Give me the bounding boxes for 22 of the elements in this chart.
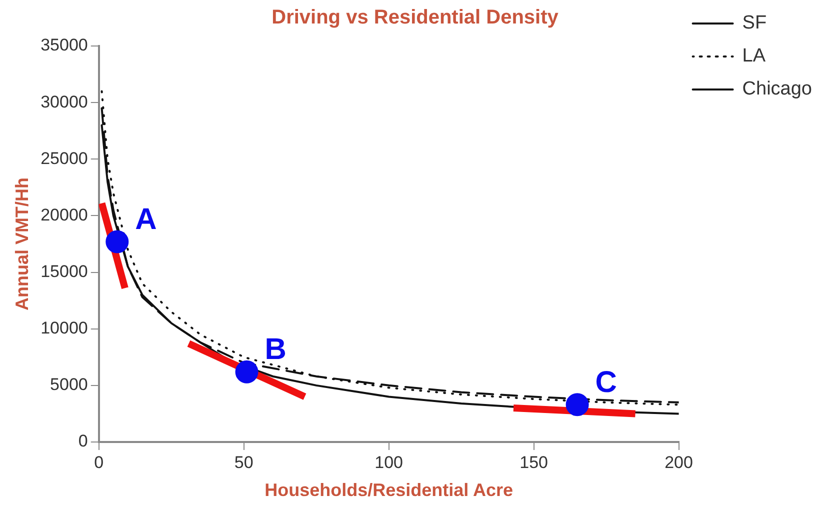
annotation: A [135, 203, 157, 236]
x-tick-label: 150 [520, 452, 548, 472]
y-tick-label: 15000 [40, 262, 88, 281]
y-tick-label: 30000 [40, 92, 88, 112]
y-tick-label: 35000 [40, 36, 88, 55]
x-tick-label: 0 [94, 452, 104, 472]
legend-label: LA [742, 46, 766, 67]
chart-title: Driving vs Residential Density [272, 6, 560, 29]
y-tick-label: 10000 [40, 318, 88, 338]
x-axis-title: Households/Residential Acre [264, 480, 514, 500]
y-tick-label: 0 [78, 432, 88, 451]
annotation: C [595, 366, 617, 399]
y-tick-label: 20000 [40, 205, 88, 224]
x-tick-label: 50 [234, 452, 254, 472]
annotation: B [264, 333, 286, 366]
y-tick-label: 5000 [50, 375, 88, 394]
legend-label: SF [742, 12, 767, 34]
x-tick-label: 100 [374, 452, 404, 472]
y-axis-title: Annual VMT/Hh [12, 178, 32, 310]
legend-label: Chicago [742, 78, 812, 100]
y-tick-label: 25000 [40, 148, 88, 168]
x-tick-label: 200 [664, 452, 693, 472]
